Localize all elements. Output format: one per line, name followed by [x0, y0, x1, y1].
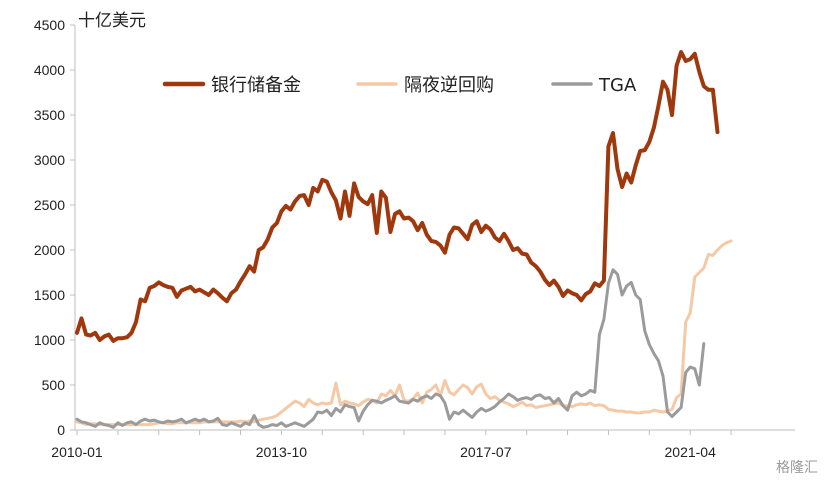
x-tick-label: 2010-01 [51, 444, 103, 460]
x-tick-label: 2021-04 [665, 444, 717, 460]
y-tick-label: 3500 [34, 107, 65, 123]
y-tick-label: 2500 [34, 197, 65, 213]
y-tick-label: 4500 [34, 17, 65, 33]
y-tick-label: 0 [57, 422, 65, 438]
x-tick-label: 2017-07 [460, 444, 512, 460]
series-line-2 [75, 268, 706, 429]
legend-label: TGA [598, 75, 637, 96]
series-line-0 [75, 50, 720, 343]
x-tick-label: 2013-10 [256, 444, 308, 460]
legend-label: 隔夜逆回购 [404, 75, 494, 96]
legend: 银行储备金 隔夜逆回购 TGA [162, 75, 637, 96]
y-tick-label: 4000 [34, 62, 65, 78]
y-tick-label: 500 [42, 377, 66, 393]
y-tick-label: 1500 [34, 287, 65, 303]
legend-label: 银行储备金 [211, 75, 301, 96]
watermark: 格隆汇 [776, 460, 818, 476]
series-line-1 [75, 239, 733, 427]
y-tick-label: 2000 [34, 242, 65, 258]
y-tick-label: 1000 [34, 332, 65, 348]
series-layer [75, 50, 733, 429]
unit-label: 十亿美元 [78, 11, 146, 31]
axes: 0 500 1000 1500 2000 2500 3000 3500 4000 4500 2010… [34, 17, 795, 460]
y-tick-label: 3000 [34, 152, 65, 168]
